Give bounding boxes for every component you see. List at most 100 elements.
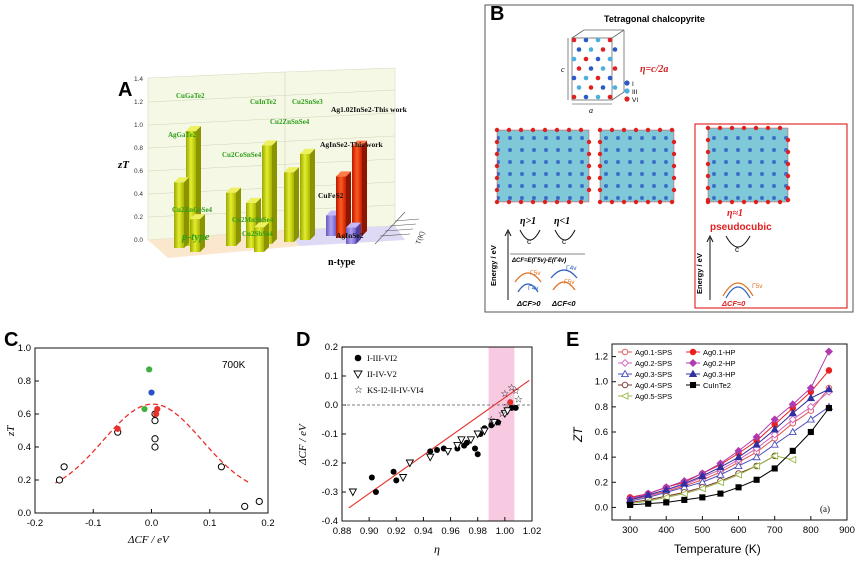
- data-point: [824, 384, 834, 393]
- z-tick: 0.6: [134, 168, 143, 175]
- data-point: [806, 393, 816, 402]
- data-point: [151, 435, 159, 443]
- y-tick-label: 0.6: [595, 427, 608, 438]
- data-point: [463, 439, 470, 446]
- this-work-labels: Ag1.02InSe2-This work AgInSe2-This work …: [318, 105, 408, 240]
- x-tick-label: 0.2: [261, 518, 274, 529]
- atom: [671, 163, 677, 169]
- subplot-tag: (a): [820, 504, 830, 514]
- atom: [609, 127, 615, 133]
- data-point: [752, 440, 761, 448]
- data-point: [372, 489, 379, 495]
- atom: [717, 125, 723, 131]
- atom: [588, 47, 594, 52]
- data-point: [806, 415, 816, 423]
- bar: [186, 131, 196, 246]
- data-point: [503, 407, 512, 416]
- x-tick-label: 1.02: [523, 526, 542, 537]
- data-point: [154, 405, 161, 413]
- y-tick-label: 0.8: [18, 376, 31, 387]
- data-point: [480, 427, 489, 436]
- bar-side: [184, 177, 189, 248]
- data-point: [662, 485, 671, 493]
- atom: [554, 127, 560, 133]
- delta-definition: ΔCF=E(Γ5v)-E(Γ4v): [511, 258, 566, 264]
- compound-label: AgInSe2: [336, 231, 364, 240]
- x-tick-label: 900: [839, 525, 855, 536]
- data-point: [620, 392, 629, 400]
- data-point: [697, 484, 706, 493]
- x-tick-label: 700: [767, 525, 783, 536]
- plot-frame: [34, 347, 269, 514]
- z-axis-label: zT: [117, 159, 130, 171]
- bar: [284, 172, 294, 242]
- condition-eq: ΔCF≈0: [721, 299, 746, 308]
- atom: [785, 185, 791, 191]
- bar-side: [200, 214, 205, 252]
- series-line: [630, 407, 830, 506]
- data-point: [698, 471, 707, 480]
- atom: [554, 199, 560, 205]
- star-legend-symbol: ☆: [354, 385, 363, 396]
- bar: [254, 227, 264, 252]
- compound-label: CuInTe2: [250, 98, 277, 106]
- data-point: [405, 459, 415, 468]
- z-tick: 0.8: [134, 145, 143, 152]
- data-point: [393, 477, 400, 484]
- data-point: [151, 417, 159, 425]
- atom: [729, 125, 735, 131]
- data-point: [806, 383, 815, 393]
- panel-a: A 0.0 0.2 0.4 0.6 0.8 1.0 1.2 1.4 zT: [117, 67, 427, 268]
- panel-b-label: B: [490, 3, 504, 25]
- atom: [607, 37, 613, 43]
- bar: [346, 227, 356, 244]
- z-tick: 0.0: [134, 237, 143, 244]
- y-tick-label: -0.2: [322, 458, 338, 469]
- atom: [586, 151, 592, 157]
- atom: [542, 199, 548, 205]
- x-tick-label: 0.92: [387, 526, 406, 537]
- axes-d: 0.88 0.90 0.92 0.94 0.96 0.98 1.00 1.02 -0.4 -0.3…: [322, 342, 542, 537]
- z-tick: 1.4: [134, 76, 143, 83]
- bar-top: [254, 222, 269, 228]
- bar-top: [352, 140, 367, 146]
- eta-less-label: η<1: [554, 216, 570, 227]
- y-tick-label: 0.1: [325, 371, 338, 382]
- y-tick-label: 0.4: [595, 452, 608, 463]
- bar-top: [246, 197, 261, 203]
- data-point: [788, 427, 797, 436]
- axes-e: 300 400 500 600 700 800 900 0.0 0.2 0.4 0.6 0.8 1.0 1…: [595, 352, 855, 536]
- atom: [671, 175, 677, 181]
- bar-side: [310, 148, 315, 240]
- cb-label: c: [735, 245, 739, 254]
- bar: [246, 202, 256, 248]
- series-line: [629, 388, 830, 501]
- panel-e: E 300 400 500 600 700 800 900 0.0 0.2 0.4 0.6 0.8 1.…: [566, 329, 855, 556]
- bar-top: [262, 140, 277, 146]
- data-point: [241, 502, 249, 510]
- data-point: [689, 381, 697, 389]
- bar: [226, 192, 236, 246]
- data-point: [734, 470, 742, 479]
- atom: [494, 175, 500, 181]
- x-tick-label: 0.1: [203, 518, 216, 529]
- legend-item: KS-I2-II-IV-VI4: [367, 385, 424, 395]
- x-tick-label: -0.2: [27, 518, 43, 529]
- data-point: [55, 476, 64, 484]
- data-point: [153, 410, 160, 418]
- atom: [705, 173, 711, 179]
- legend-item: Ag0.2-SPS: [635, 359, 672, 368]
- compound-label: Cu2SbSe4: [242, 230, 273, 238]
- eta-greater-label: η>1: [520, 216, 536, 227]
- data-point: [146, 366, 153, 373]
- data-point: [620, 369, 630, 378]
- y-tick-label: 0.2: [18, 475, 31, 486]
- atom: [785, 173, 791, 179]
- legend-i: I: [632, 81, 634, 88]
- energy-label: Energy / eV: [489, 245, 498, 286]
- atom: [595, 94, 601, 100]
- atom: [785, 137, 791, 143]
- bar: [352, 145, 362, 236]
- data-point: [716, 462, 725, 471]
- crystal-projection-right: [707, 127, 789, 203]
